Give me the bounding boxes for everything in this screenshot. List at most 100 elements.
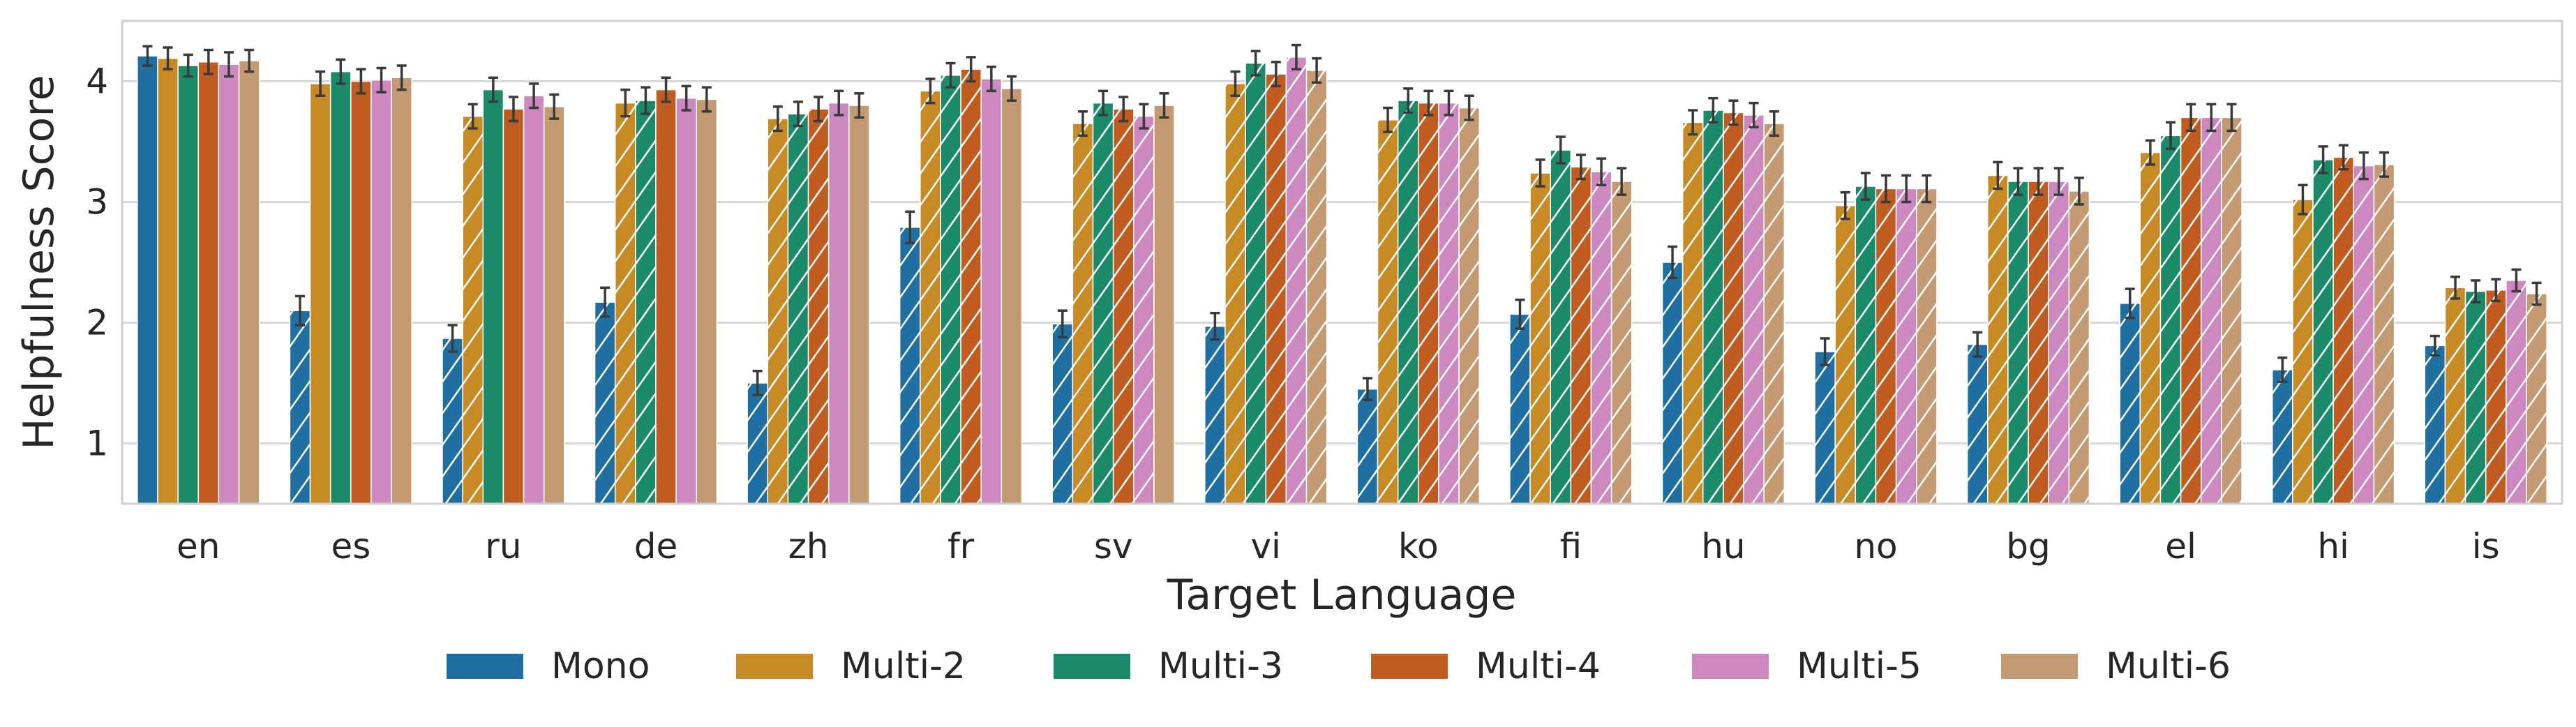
error-bar [1668, 245, 1678, 280]
legend-label: Multi-3 [1158, 645, 1283, 687]
bar-multi-5-es [370, 80, 392, 504]
bar-multi-5-en [218, 63, 240, 504]
bar-multi-3-ru [482, 89, 504, 504]
error-bar [142, 45, 153, 67]
error-bar [294, 294, 305, 327]
bar-hatch [1702, 110, 1723, 504]
bar-mono-en [137, 55, 158, 504]
error-bar [2531, 281, 2542, 306]
bar-hatch [1835, 205, 1856, 504]
error-bar [2033, 167, 2044, 196]
x-tick-label: es [331, 526, 370, 567]
x-tick-label: vi [1250, 526, 1280, 567]
error-bar [488, 76, 498, 103]
error-bar [1383, 106, 1393, 133]
y-tick-label: 4 [86, 61, 108, 102]
x-tick-label: zh [788, 526, 829, 567]
bar-hatch [1113, 109, 1134, 504]
bar-hatch [2425, 345, 2446, 504]
bar-hatch [1438, 103, 1460, 504]
error-bar [549, 93, 560, 120]
bar-hatch [1723, 112, 1744, 504]
bar-hatch [2049, 181, 2069, 504]
error-bar [905, 210, 915, 245]
bar-hatch [1571, 167, 1592, 504]
error-bar [1555, 135, 1566, 165]
bar-hatch [1204, 326, 1225, 504]
error-bar [1250, 50, 1261, 77]
bar-hatch [1916, 188, 1937, 504]
error-bar [2013, 167, 2023, 196]
bar-hatch [2333, 157, 2354, 504]
bar-multi-3-en [177, 65, 200, 504]
bar-multi-6-de [696, 98, 718, 504]
error-bar [2379, 151, 2390, 178]
error-bar [1820, 337, 1830, 366]
y-tick-label: 2 [86, 303, 108, 343]
bar-hatch [2221, 117, 2242, 504]
bar-hatch [2292, 200, 2314, 504]
error-bar [2491, 278, 2501, 303]
error-bar [814, 96, 824, 123]
bar-multi-6-es [391, 77, 413, 504]
error-bar [2318, 145, 2328, 174]
error-bar [1922, 174, 1932, 204]
error-bar [529, 82, 539, 110]
error-bar [2125, 287, 2135, 320]
error-bar [620, 88, 631, 118]
legend-label: Multi-6 [2106, 645, 2231, 687]
error-bar [661, 76, 671, 103]
bar-hatch [1855, 186, 1876, 504]
bar-hatch [1682, 122, 1703, 504]
legend-label: Multi-5 [1797, 645, 1922, 687]
error-bar [854, 92, 864, 119]
error-bar [2166, 121, 2176, 151]
error-bar [467, 103, 478, 130]
x-tick-label: en [177, 526, 220, 567]
error-bar [203, 48, 214, 75]
bar-multi-6-ru [543, 106, 565, 504]
error-bar [2206, 103, 2217, 133]
error-bar [1098, 89, 1109, 117]
bar-hatch [615, 103, 636, 504]
bar-hatch [2180, 117, 2201, 504]
error-bar [1077, 110, 1088, 137]
error-bar [1840, 190, 1850, 220]
bar-hatch [2272, 369, 2293, 504]
error-bar [1006, 75, 1017, 102]
bar-hatch [1875, 188, 1896, 504]
error-bar [1230, 70, 1241, 98]
x-axis-label: Target Language [1167, 571, 1517, 620]
bar-hatch [2313, 159, 2334, 504]
error-bar [2298, 183, 2308, 216]
error-bar [1993, 160, 2003, 190]
x-tick-label: sv [1094, 526, 1133, 567]
error-bar [1596, 157, 1607, 187]
bar-multi-5-de [675, 97, 698, 504]
plot-frame [121, 20, 2563, 505]
x-tick-label: de [634, 526, 678, 567]
bar-hatch [1509, 314, 1531, 504]
x-tick-labels: en es ru de zh fr sv vi ko fi hu no bg el hi is [177, 526, 2500, 567]
bar-hatch [290, 310, 310, 504]
bar-hatch [594, 302, 615, 504]
error-bar [1210, 311, 1220, 341]
bar-hatch [2374, 164, 2395, 504]
error-bar [336, 58, 346, 85]
bars-layer [137, 55, 2547, 504]
error-bar [1535, 158, 1545, 188]
error-bar [1057, 309, 1068, 339]
error-bar [1139, 103, 1149, 130]
error-bar [223, 51, 234, 78]
bar-hatch [920, 91, 941, 504]
bar-hatch [2069, 190, 2090, 504]
bar-multi-6-en [238, 60, 260, 504]
error-bar [945, 61, 956, 89]
error-bar [1901, 174, 1912, 204]
error-bar [681, 84, 691, 112]
error-bar [2471, 279, 2481, 303]
bar-hatch [1225, 83, 1246, 504]
legend-swatch [1054, 654, 1130, 679]
bar-multi-5-ru [523, 95, 545, 504]
